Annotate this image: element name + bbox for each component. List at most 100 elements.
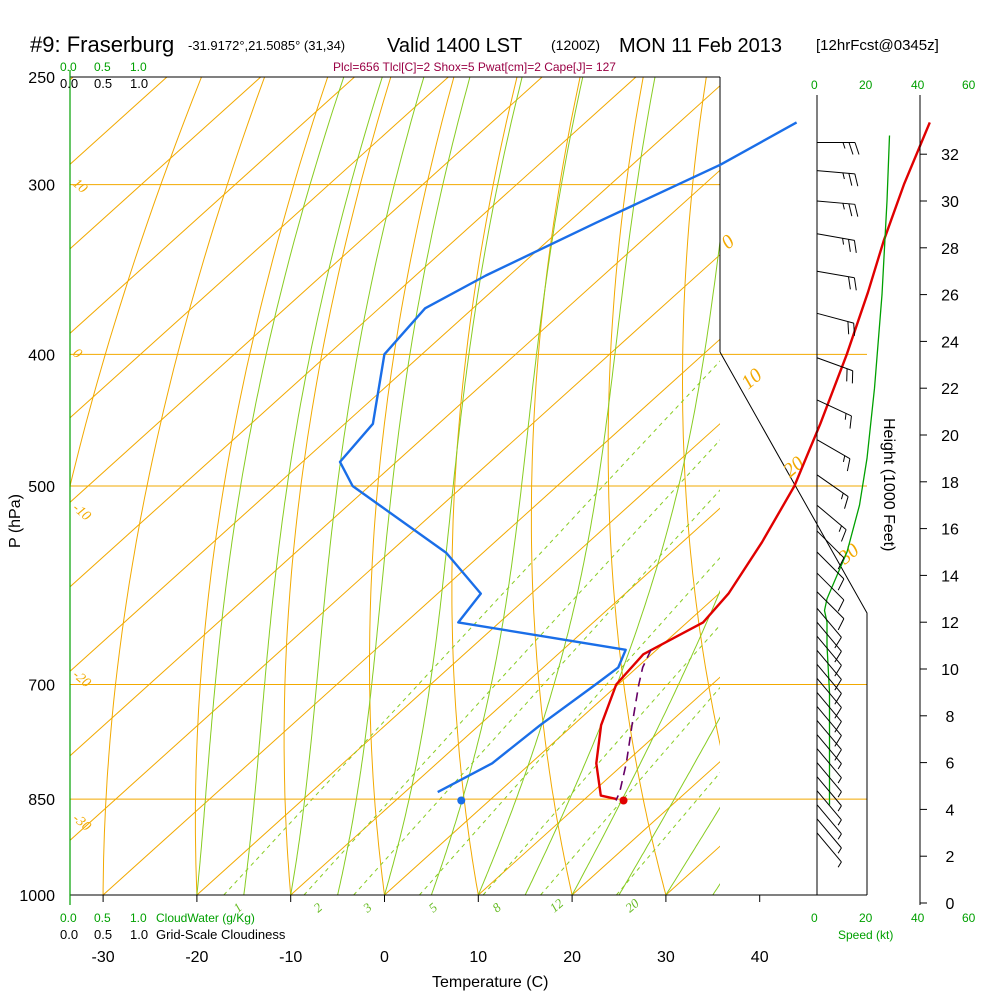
height-tick-label: 16 bbox=[941, 522, 959, 539]
dry-adiabat-line bbox=[451, 77, 518, 895]
cloudwater-bottom-tick-0: 0.0 bbox=[60, 911, 77, 925]
wind-barb bbox=[816, 678, 842, 719]
pressure-tick-label: 500 bbox=[28, 479, 55, 496]
pressure-tick-label: 700 bbox=[28, 678, 55, 695]
moist-adiabat-line bbox=[430, 77, 584, 895]
wind-barb-half-feather bbox=[842, 172, 845, 180]
wind-barb bbox=[817, 142, 860, 155]
height-tick-label: 22 bbox=[941, 381, 959, 398]
wind-barb-feather bbox=[834, 749, 842, 761]
wind-barb-feather bbox=[848, 276, 851, 290]
station-title: #9: Fraserburg bbox=[30, 32, 174, 57]
wind-barb-feather bbox=[848, 203, 853, 217]
height-tick-label: 10 bbox=[941, 662, 959, 679]
wind-barb-shaft bbox=[816, 607, 842, 638]
x-tick-label: -10 bbox=[279, 949, 302, 966]
wind-barb-half-feather bbox=[842, 203, 845, 210]
wind-barb-shaft bbox=[816, 748, 842, 778]
moist-adiabat-line bbox=[618, 716, 720, 895]
wind-barb-shaft bbox=[816, 551, 845, 580]
moist-adiabat-line bbox=[290, 77, 425, 895]
wind-barb bbox=[816, 551, 845, 591]
moist-adiabat-line bbox=[337, 77, 471, 895]
wind-barb-feather bbox=[844, 496, 849, 509]
valid-date: MON 11 Feb 2013 bbox=[619, 35, 782, 57]
wind-barb-shaft bbox=[816, 832, 842, 863]
frame-right-lower bbox=[719, 351, 868, 895]
speed-bottom-tick-0: 0 bbox=[811, 911, 818, 925]
wind-barb-half-feather bbox=[844, 413, 847, 420]
wind-barb-half-feather bbox=[837, 833, 842, 840]
wind-barb-half-feather bbox=[837, 805, 842, 812]
dry-adiabat-line bbox=[70, 77, 202, 489]
wind-barb bbox=[816, 663, 842, 705]
wind-barb bbox=[816, 399, 852, 429]
wind-barb-half-feather bbox=[838, 525, 842, 532]
x-tick-label: 10 bbox=[469, 949, 487, 966]
dry-adiabat-line bbox=[681, 77, 720, 747]
wind-barb bbox=[816, 804, 842, 840]
wind-barb-shaft bbox=[816, 762, 842, 793]
wind-barb-shaft bbox=[816, 720, 842, 750]
wind-barb bbox=[816, 635, 842, 677]
wind-barb-feather bbox=[834, 693, 842, 705]
wind-barb-shaft bbox=[816, 270, 855, 279]
isotherm-label: -20 bbox=[69, 668, 93, 691]
wind-barb-shaft bbox=[816, 818, 842, 849]
isotherm-line bbox=[70, 77, 262, 250]
moist-adiabat-line bbox=[524, 237, 720, 895]
wind-barb bbox=[816, 357, 854, 384]
wind-barb-half-feather bbox=[837, 791, 842, 798]
surface-dewpoint-point bbox=[457, 796, 466, 805]
wind-barb-shaft bbox=[816, 399, 852, 417]
wind-barb-feather bbox=[848, 142, 854, 155]
pressure-tick-label: 250 bbox=[28, 70, 55, 87]
mixing-ratio-line bbox=[353, 489, 720, 895]
wind-barb bbox=[816, 748, 842, 784]
wind-barb-feather bbox=[834, 735, 842, 747]
height-tick-label: 4 bbox=[946, 802, 955, 819]
wind-barb-half-feather bbox=[842, 455, 846, 462]
wind-barb bbox=[816, 200, 859, 217]
wind-barb bbox=[816, 530, 845, 570]
height-tick-label: 24 bbox=[941, 334, 959, 351]
wind-barb-feather bbox=[848, 239, 851, 252]
wind-barb-shaft bbox=[816, 530, 845, 559]
isotherm-line bbox=[854, 77, 1000, 895]
wind-barb-shaft bbox=[816, 357, 853, 372]
wind-barb-half-feather bbox=[842, 142, 846, 149]
wind-barb-half-feather bbox=[837, 763, 842, 770]
wind-barb-feather bbox=[834, 721, 842, 733]
wind-barb-feather bbox=[854, 173, 859, 187]
wind-barb bbox=[816, 572, 845, 612]
wind-barb bbox=[816, 233, 857, 253]
dry-adiabat-line bbox=[958, 77, 1000, 895]
wind-barb bbox=[816, 504, 847, 542]
dry-adiabat-label: 20 bbox=[779, 452, 808, 482]
valid-time: Valid 1400 LST bbox=[387, 35, 522, 57]
wind-barb-feather bbox=[834, 665, 842, 677]
pressure-tick-label: 300 bbox=[28, 178, 55, 195]
isotherm-line bbox=[290, 507, 720, 895]
wind-barb-feather bbox=[853, 240, 857, 253]
forecast-info: [12hrFcst@0345z] bbox=[816, 37, 939, 54]
moist-adiabat-line bbox=[665, 806, 720, 895]
speed-bottom-tick-3: 60 bbox=[962, 911, 976, 925]
wind-barb-shaft bbox=[816, 678, 842, 708]
wind-barb-shaft bbox=[816, 635, 842, 666]
moist-adiabat-line bbox=[243, 77, 383, 895]
wind-barb-feather bbox=[837, 557, 845, 570]
axes: -30 -20 -10 0 10 20 30 402503004005007008501000… bbox=[19, 70, 959, 966]
wind-barb bbox=[816, 649, 842, 691]
wind-barb-shaft bbox=[816, 591, 845, 620]
wind-barb bbox=[816, 720, 842, 761]
wind-barb bbox=[816, 692, 842, 733]
mixing-ratio-line bbox=[540, 686, 720, 895]
wind-barb-feather bbox=[848, 173, 853, 186]
cloudiness-bottom-tick-2: 1.0 bbox=[130, 927, 148, 942]
cloudwater-bottom-tick-1: 0.5 bbox=[94, 911, 111, 925]
wind-barb-shaft bbox=[816, 706, 842, 736]
wind-barb-shaft bbox=[816, 663, 842, 694]
wind-barb-shaft bbox=[816, 804, 842, 835]
